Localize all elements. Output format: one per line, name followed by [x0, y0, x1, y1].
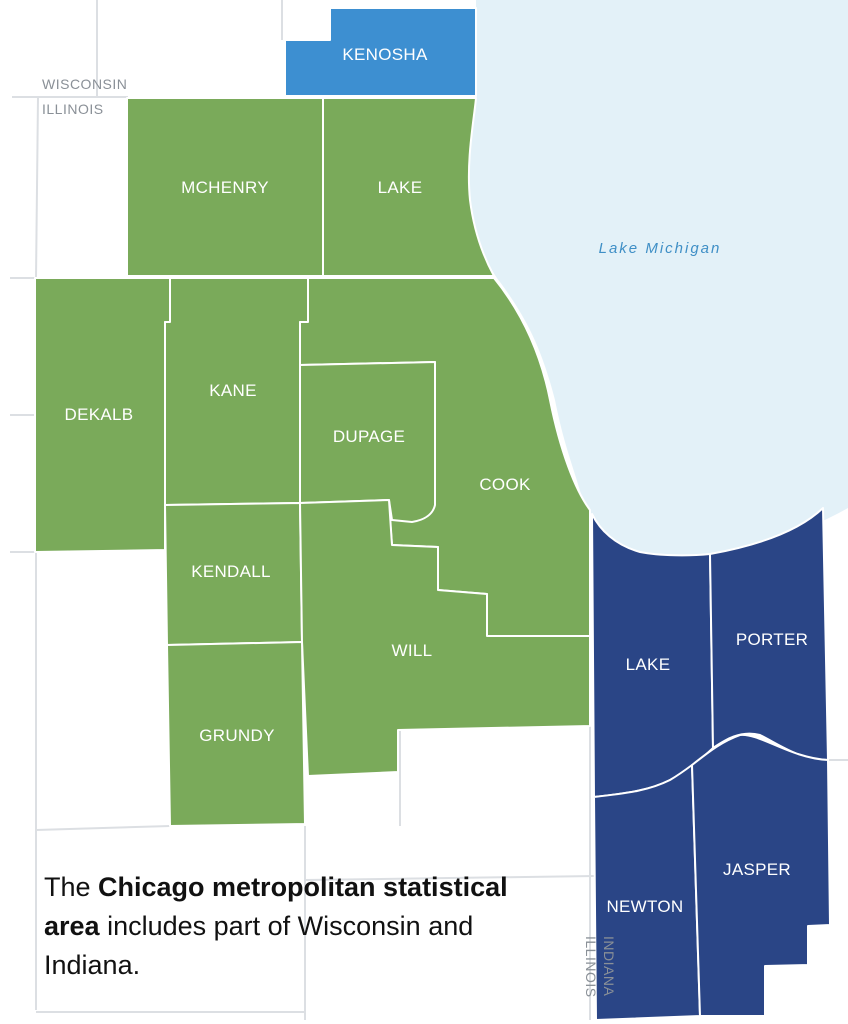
county-label-mchenry: MCHENRY — [181, 178, 269, 197]
state-label-indiana-vertical: INDIANA — [601, 936, 617, 996]
county-label-porter: PORTER — [736, 630, 808, 649]
county-dupage — [299, 361, 436, 523]
county-label-will: WILL — [392, 641, 433, 660]
county-label-cook: COOK — [479, 475, 531, 494]
county-label-kane: KANE — [209, 381, 257, 400]
county-lake-il — [322, 97, 495, 277]
state-label-illinois-vertical: ILLINOIS — [583, 936, 599, 998]
county-label-lake-in: LAKE — [626, 655, 671, 674]
background-county-lines — [10, 0, 848, 1020]
caption-bold: Chicago metropolitan statistical area — [44, 872, 508, 941]
state-label-illinois: ILLINOIS — [42, 101, 104, 117]
state-label-wisconsin: WISCONSIN — [42, 76, 127, 92]
county-label-kendall: KENDALL — [191, 562, 271, 581]
county-will — [299, 499, 591, 777]
county-label-dekalb: DEKALB — [65, 405, 134, 424]
county-jasper — [691, 733, 831, 1017]
county-label-grundy: GRUNDY — [199, 726, 274, 745]
county-label-lake-il: LAKE — [378, 178, 423, 197]
county-label-kenosha: KENOSHA — [342, 45, 428, 64]
county-label-newton: NEWTON — [606, 897, 683, 916]
map-caption: The Chicago metropolitan statistical are… — [44, 868, 514, 985]
caption-post: includes part of Wisconsin and Indiana. — [44, 911, 474, 980]
caption-pre: The — [44, 872, 99, 902]
county-label-jasper: JASPER — [723, 860, 791, 879]
lake-michigan — [468, 0, 848, 556]
county-grundy — [166, 641, 306, 827]
county-label-dupage: DUPAGE — [333, 427, 405, 446]
lake-michigan-label: Lake Michigan — [599, 240, 722, 257]
county-kenosha — [284, 7, 477, 97]
